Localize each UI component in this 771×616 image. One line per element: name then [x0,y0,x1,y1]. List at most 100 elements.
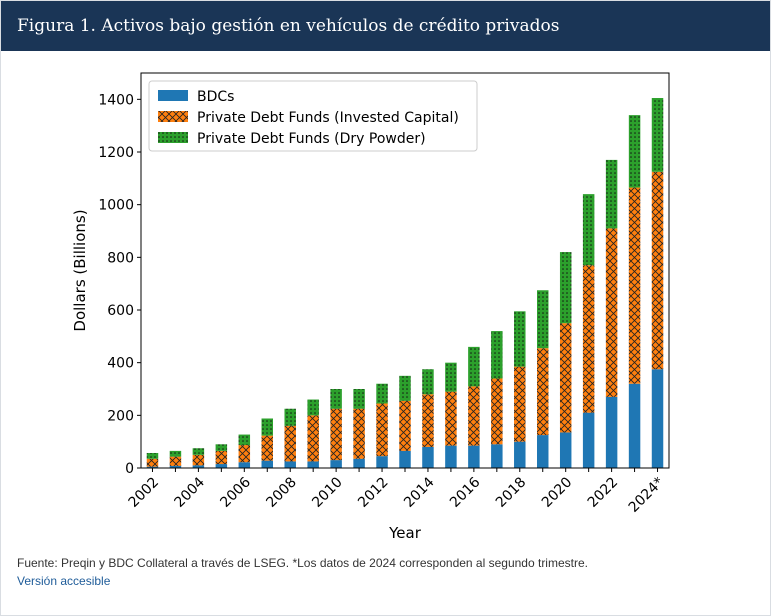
bar-dry-2004 [192,448,205,455]
bar-bdc-2020 [559,432,572,468]
bar-bdc-2007 [261,460,273,468]
source-note: Fuente: Preqin y BDC Collateral a través… [17,556,588,570]
bar-invested-2021 [582,265,595,413]
bar-dry-2020 [559,252,572,324]
bar-dry-2011 [353,389,365,409]
legend-label-bdc: BDCs [197,89,234,105]
bar-bdc-2015 [445,445,457,468]
stacked-bar-chart: 0 200 400 600 800 1000 1200 1400 2002 2004 2006 200… [71,72,670,542]
bar-bdc-2003 [169,465,182,468]
bar-invested-2011 [353,408,365,459]
bar-dry-2014 [422,369,434,395]
legend-label-dry: Private Debt Funds (Dry Powder) [197,131,426,147]
legend-swatch-invested [158,111,188,122]
bar-invested-2017 [491,378,503,445]
bar-dry-2006 [238,434,251,446]
bar-dry-2017 [491,331,503,379]
x-tick-label: 2022 [585,474,622,511]
bar-dry-2007 [261,418,273,436]
x-axis-label: Year [388,524,422,542]
bar-invested-2020 [559,323,572,433]
bar-bdc-2010 [330,460,342,468]
bar-invested-2004 [192,454,205,466]
bar-bdc-2002 [146,466,159,468]
y-tick-label: 800 [107,250,134,266]
bar-bdc-2009 [307,461,319,468]
bar-invested-2010 [330,408,342,461]
bar-bdc-2014 [422,446,434,468]
bar-bdc-2019 [537,435,549,468]
bar-invested-2018 [514,366,526,442]
bar-bdc-2008 [284,461,296,468]
bar-dry-2005 [215,444,228,451]
y-tick-label: 200 [107,408,134,424]
bar-dry-2024 [651,98,664,172]
bar-bdc-2006 [238,462,251,468]
y-tick-label: 1400 [98,92,134,108]
bar-dry-2003 [169,450,182,457]
bar-bdc-2018 [514,441,526,468]
bar-invested-2008 [284,425,296,462]
bar-invested-2014 [422,394,434,447]
bar-invested-2012 [376,403,388,457]
chart-area: 0 200 400 600 800 1000 1200 1400 2002 2004 2006 200… [1,51,770,551]
bar-bdc-2022 [605,396,618,468]
bar-invested-2015 [445,391,457,446]
bar-bdc-2021 [582,412,595,468]
accessible-version-link[interactable]: Versión accesible [17,574,111,588]
y-axis-label: Dollars (Billions) [71,209,89,331]
bar-invested-2024 [651,171,664,370]
legend-swatch-dry [158,132,188,143]
bar-dry-2008 [284,408,296,426]
figure-title: Figura 1. Activos bajo gestión en vehícu… [1,1,770,51]
bar-dry-2012 [376,383,388,404]
x-tick-label: 2002 [126,474,163,511]
bar-dry-2016 [468,346,480,387]
bar-dry-2019 [537,290,549,349]
x-tick-label: 2016 [447,474,484,511]
bar-bdc-2016 [468,445,480,468]
x-tick-label: 2008 [263,474,300,511]
bar-invested-2023 [628,187,641,384]
x-tick-label: 2004 [172,474,209,511]
bar-dry-2021 [582,194,595,266]
bar-invested-2022 [605,228,618,397]
bar-bdc-2004 [192,465,205,468]
bar-bdc-2017 [491,444,503,468]
bar-invested-2006 [238,445,251,463]
x-tick-label: 2012 [355,474,392,511]
bar-dry-2015 [445,362,457,392]
bar-invested-2013 [399,400,411,451]
x-tick-label: 2018 [493,474,530,511]
y-tick-label: 0 [125,461,134,477]
bar-invested-2009 [307,415,319,462]
bar-bdc-2013 [399,450,411,468]
y-tick-label: 600 [107,303,134,319]
bar-bdc-2005 [215,464,228,468]
legend-swatch-bdc [158,90,188,101]
y-tick-label: 1000 [98,198,134,214]
x-tick-label: 2014 [401,474,438,511]
bar-dry-2018 [514,311,526,367]
bar-bdc-2024 [651,369,664,468]
bar-invested-2003 [169,456,182,466]
y-tick-label: 1200 [98,145,134,161]
bar-invested-2019 [537,348,549,436]
bar-dry-2013 [399,375,411,401]
x-tick-label: 2006 [217,474,254,511]
bar-dry-2023 [628,115,641,188]
bar-bdc-2012 [376,456,388,468]
legend-box [148,80,478,152]
bar-dry-2002 [146,452,159,459]
x-tick-label: 2010 [309,474,346,511]
x-tick-label: 2024* [626,474,667,515]
bar-dry-2010 [330,389,342,409]
bar-bdc-2023 [628,383,641,468]
bar-invested-2002 [146,458,159,467]
bar-dry-2022 [605,159,618,229]
legend-label-invested: Private Debt Funds (Invested Capital) [197,110,459,126]
bar-bdc-2011 [353,458,365,468]
y-tick-label: 400 [107,356,134,372]
x-tick-label: 2020 [539,474,576,511]
